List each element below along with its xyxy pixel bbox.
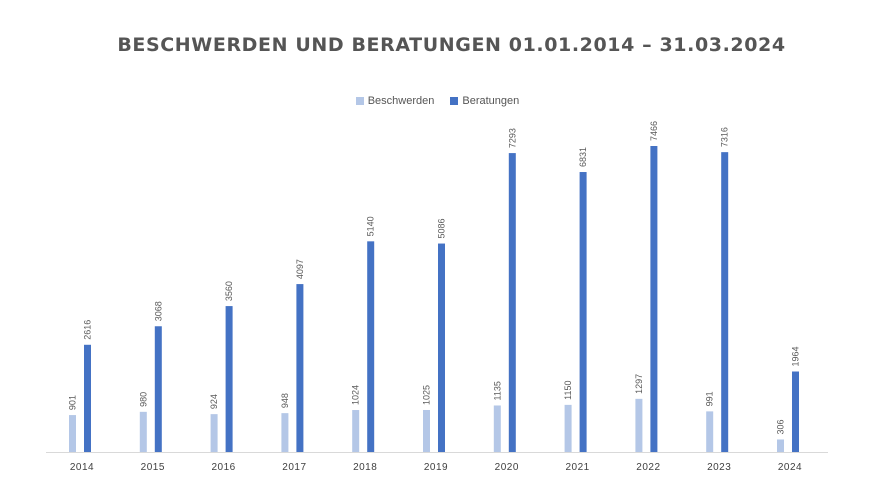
x-tick-label-2016: 2016 xyxy=(211,462,235,473)
data-label-beschwerden-2020: 1135 xyxy=(492,381,502,400)
legend-item-beratungen: Beratungen xyxy=(450,95,519,107)
x-tick-label-2021: 2021 xyxy=(565,462,589,473)
x-tick-label-2023: 2023 xyxy=(707,462,731,473)
bar-beschwerden-2020 xyxy=(493,405,501,452)
data-label-beratungen-2015: 3068 xyxy=(153,301,163,321)
x-tick-label-2014: 2014 xyxy=(70,462,94,473)
x-tick-label-2020: 2020 xyxy=(495,462,519,473)
legend-swatch-beratungen xyxy=(450,97,459,105)
bar-beratungen-2023 xyxy=(721,152,729,452)
x-tick-label-2018: 2018 xyxy=(353,462,377,473)
bar-beschwerden-2019 xyxy=(423,409,430,452)
data-label-beratungen-2019: 5086 xyxy=(437,219,447,239)
bar-beschwerden-2018 xyxy=(352,410,360,452)
bar-beschwerden-2021 xyxy=(564,404,572,452)
data-label-beratungen-2018: 5140 xyxy=(366,216,376,236)
data-label-beschwerden-2014: 901 xyxy=(68,395,78,410)
data-label-beratungen-2014: 2616 xyxy=(83,320,93,340)
data-label-beschwerden-2016: 924 xyxy=(209,394,219,409)
data-label-beschwerden-2018: 1024 xyxy=(351,385,361,405)
legend-item-beschwerden: Beschwerden xyxy=(355,95,435,107)
data-label-beratungen-2022: 7466 xyxy=(649,121,659,141)
bar-beratungen-2014 xyxy=(84,344,91,452)
legend-label-beratungen: Beratungen xyxy=(462,95,520,107)
legend: Beschwerden Beratungen xyxy=(0,95,877,107)
bar-beschwerden-2017 xyxy=(281,413,289,452)
data-label-beschwerden-2023: 991 xyxy=(705,391,715,406)
data-label-beschwerden-2022: 1297 xyxy=(634,374,644,394)
x-tick-label-2019: 2019 xyxy=(424,462,448,473)
bar-beschwerden-2024 xyxy=(777,439,784,452)
data-label-beratungen-2020: 7293 xyxy=(507,128,517,148)
bar-beratungen-2015 xyxy=(154,326,162,452)
chart-title: BESCHWERDEN UND BERATUNGEN 01.01.2014 – … xyxy=(117,34,786,56)
x-tick-label-2022: 2022 xyxy=(636,462,660,473)
data-label-beschwerden-2019: 1025 xyxy=(422,385,432,405)
bar-beschwerden-2023 xyxy=(706,411,714,452)
bar-beratungen-2018 xyxy=(367,241,375,452)
legend-swatch-beschwerden xyxy=(355,97,364,105)
data-label-beschwerden-2021: 1150 xyxy=(563,381,573,400)
bar-beschwerden-2016 xyxy=(210,414,218,452)
bar-beratungen-2020 xyxy=(508,153,516,452)
data-label-beschwerden-2015: 980 xyxy=(138,392,148,407)
bar-beratungen-2016 xyxy=(225,306,233,452)
legend-label-beschwerden: Beschwerden xyxy=(367,95,435,107)
data-label-beschwerden-2024: 306 xyxy=(776,419,786,434)
data-label-beratungen-2016: 3560 xyxy=(224,281,234,301)
data-label-beratungen-2021: 6831 xyxy=(578,147,588,167)
data-label-beschwerden-2017: 948 xyxy=(280,393,290,408)
x-tick-label-2015: 2015 xyxy=(141,462,165,473)
bar-beratungen-2024 xyxy=(792,371,799,452)
bar-beschwerden-2022 xyxy=(635,398,643,452)
bar-beschwerden-2014 xyxy=(69,415,76,452)
bar-beratungen-2021 xyxy=(579,172,587,452)
x-tick-label-2024: 2024 xyxy=(778,462,802,473)
bar-beratungen-2019 xyxy=(438,243,445,452)
data-label-beratungen-2023: 7316 xyxy=(720,127,730,147)
bar-beratungen-2017 xyxy=(296,284,304,452)
data-label-beratungen-2024: 1964 xyxy=(791,346,801,366)
x-tick-label-2017: 2017 xyxy=(282,462,306,473)
bar-beratungen-2022 xyxy=(650,146,658,452)
data-label-beratungen-2017: 4097 xyxy=(295,259,305,279)
bar-beschwerden-2015 xyxy=(139,411,147,452)
